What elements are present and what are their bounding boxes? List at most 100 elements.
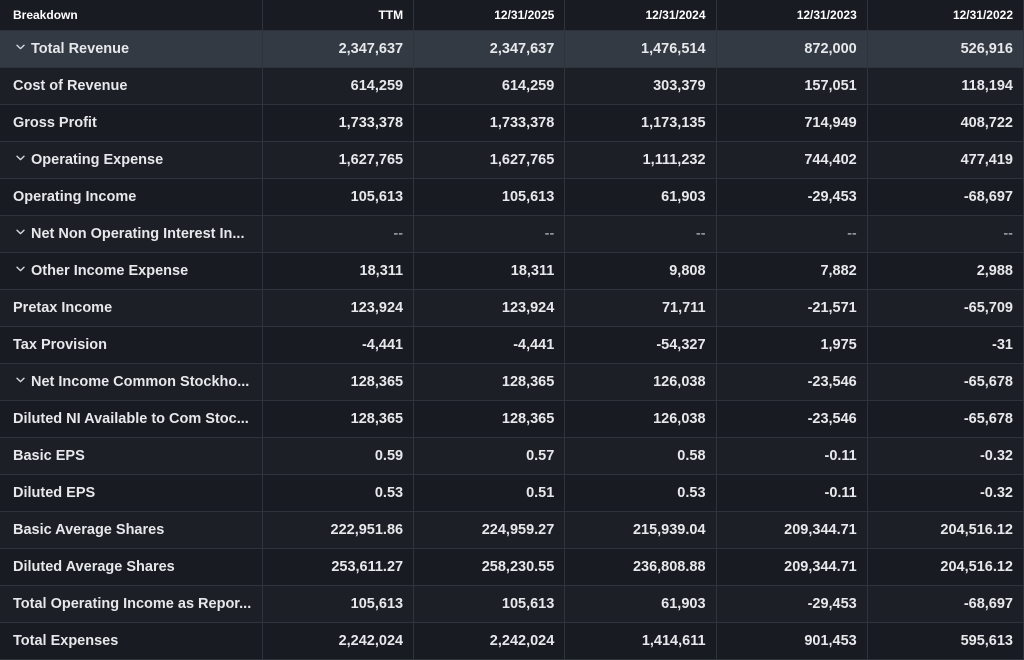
row-value-cell: 222,951.86 <box>262 511 415 549</box>
row-value-cell: 258,230.55 <box>413 548 566 586</box>
table-row: Diluted Average Shares 253,611.27 258,230.… <box>0 548 1024 586</box>
row-value-cell: -- <box>564 215 717 253</box>
table-row: Gross Profit 1,733,378 1,733,378 1,173,135 7… <box>0 104 1024 142</box>
table-row[interactable]: Other Income Expense 18,311 18,311 9,808 7,8… <box>0 252 1024 290</box>
row-value-cell: 105,613 <box>262 585 415 623</box>
table-row[interactable]: Net Non Operating Interest In... -- -- -- --… <box>0 215 1024 253</box>
row-label: Diluted NI Available to Com Stoc... <box>13 411 249 427</box>
column-header-2023: 12/31/2023 <box>716 0 868 31</box>
row-value-cell: -- <box>413 215 566 253</box>
row-value-cell: 123,924 <box>262 289 415 327</box>
row-label-cell: Operating Income <box>0 178 263 216</box>
row-value-cell: 2,988 <box>867 252 1024 290</box>
row-value-cell: 128,365 <box>262 400 415 438</box>
row-value-cell: -54,327 <box>564 326 717 364</box>
row-value-cell: 123,924 <box>413 289 566 327</box>
row-value-cell: 408,722 <box>867 104 1024 142</box>
row-label: Total Operating Income as Repor... <box>13 596 252 612</box>
row-value-cell: -0.32 <box>867 474 1024 512</box>
table-row: Total Operating Income as Repor... 105,61… <box>0 585 1024 623</box>
table-row[interactable]: Operating Expense 1,627,765 1,627,765 1,111… <box>0 141 1024 179</box>
row-value-cell: 61,903 <box>564 585 717 623</box>
row-label: Operating Expense <box>31 152 164 168</box>
table-row[interactable]: Total Revenue 2,347,637 2,347,637 1,476,514… <box>0 30 1024 68</box>
row-label-cell[interactable]: Net Income Common Stockho... <box>0 363 263 401</box>
row-value-cell: -- <box>716 215 868 253</box>
row-value-cell: 105,613 <box>262 178 415 216</box>
row-label-cell[interactable]: Total Revenue <box>0 30 263 68</box>
row-value-cell: 2,242,024 <box>262 622 415 660</box>
row-value-cell: 714,949 <box>716 104 868 142</box>
row-value-cell: 0.51 <box>413 474 566 512</box>
row-label: Diluted Average Shares <box>13 559 175 575</box>
row-label-cell[interactable]: Net Non Operating Interest In... <box>0 215 263 253</box>
row-label-cell: Diluted EPS <box>0 474 263 512</box>
row-value-cell: -0.11 <box>716 437 868 475</box>
row-value-cell: 614,259 <box>413 67 566 105</box>
row-value-cell: 105,613 <box>413 585 566 623</box>
row-value-cell: 1,173,135 <box>564 104 717 142</box>
row-value-cell: -31 <box>867 326 1024 364</box>
chevron-down-icon[interactable] <box>16 376 25 384</box>
row-value-cell: -0.32 <box>867 437 1024 475</box>
row-value-cell: -68,697 <box>867 178 1024 216</box>
row-value-cell: -23,546 <box>716 363 868 401</box>
table-row[interactable]: Net Income Common Stockho... 128,365 128,3… <box>0 363 1024 401</box>
row-value-cell: 71,711 <box>564 289 717 327</box>
row-label-cell: Total Operating Income as Repor... <box>0 585 263 623</box>
row-value-cell: 128,365 <box>262 363 415 401</box>
chevron-down-icon[interactable] <box>16 154 25 162</box>
table-row: Basic Average Shares 222,951.86 224,959.27… <box>0 511 1024 549</box>
table-row: Pretax Income 123,924 123,924 71,711 -21,571… <box>0 289 1024 327</box>
row-value-cell: 215,939.04 <box>564 511 717 549</box>
row-value-cell: -21,571 <box>716 289 868 327</box>
row-label: Operating Income <box>13 189 137 205</box>
column-header-2024: 12/31/2024 <box>564 0 717 31</box>
row-value-cell: 253,611.27 <box>262 548 415 586</box>
chevron-down-icon[interactable] <box>16 43 25 51</box>
row-label-cell[interactable]: Operating Expense <box>0 141 263 179</box>
row-value-cell: -4,441 <box>413 326 566 364</box>
row-value-cell: -23,546 <box>716 400 868 438</box>
row-value-cell: -29,453 <box>716 585 868 623</box>
row-value-cell: 157,051 <box>716 67 868 105</box>
row-label-cell: Diluted NI Available to Com Stoc... <box>0 400 263 438</box>
chevron-down-icon[interactable] <box>16 228 25 236</box>
row-label-cell: Pretax Income <box>0 289 263 327</box>
row-value-cell: 303,379 <box>564 67 717 105</box>
row-label-cell[interactable]: Other Income Expense <box>0 252 263 290</box>
row-value-cell: 209,344.71 <box>716 511 868 549</box>
row-value-cell: 128,365 <box>413 400 566 438</box>
row-value-cell: -29,453 <box>716 178 868 216</box>
row-value-cell: 2,347,637 <box>262 30 415 68</box>
row-value-cell: 901,453 <box>716 622 868 660</box>
row-value-cell: 2,242,024 <box>413 622 566 660</box>
row-value-cell: 595,613 <box>867 622 1024 660</box>
row-value-cell: -68,697 <box>867 585 1024 623</box>
row-value-cell: -65,678 <box>867 363 1024 401</box>
table-row: Operating Income 105,613 105,613 61,903 -29,… <box>0 178 1024 216</box>
chevron-down-icon[interactable] <box>16 265 25 273</box>
column-header-2025: 12/31/2025 <box>413 0 566 31</box>
row-label: Total Revenue <box>31 41 130 57</box>
row-value-cell: 61,903 <box>564 178 717 216</box>
row-value-cell: -- <box>867 215 1024 253</box>
row-label: Other Income Expense <box>31 263 189 279</box>
row-label: Tax Provision <box>13 337 108 353</box>
row-value-cell: 1,733,378 <box>262 104 415 142</box>
row-label-cell: Basic EPS <box>0 437 263 475</box>
row-value-cell: -4,441 <box>262 326 415 364</box>
row-label-cell: Diluted Average Shares <box>0 548 263 586</box>
row-label-cell: Basic Average Shares <box>0 511 263 549</box>
row-value-cell: 0.53 <box>262 474 415 512</box>
row-value-cell: 18,311 <box>262 252 415 290</box>
row-value-cell: 2,347,637 <box>413 30 566 68</box>
row-value-cell: 204,516.12 <box>867 548 1024 586</box>
column-header-ttm: TTM <box>262 0 415 31</box>
row-value-cell: 1,111,232 <box>564 141 717 179</box>
row-value-cell: 224,959.27 <box>413 511 566 549</box>
row-label: Net Income Common Stockho... <box>31 374 250 390</box>
row-label: Basic Average Shares <box>13 522 165 538</box>
row-value-cell: 526,916 <box>867 30 1024 68</box>
